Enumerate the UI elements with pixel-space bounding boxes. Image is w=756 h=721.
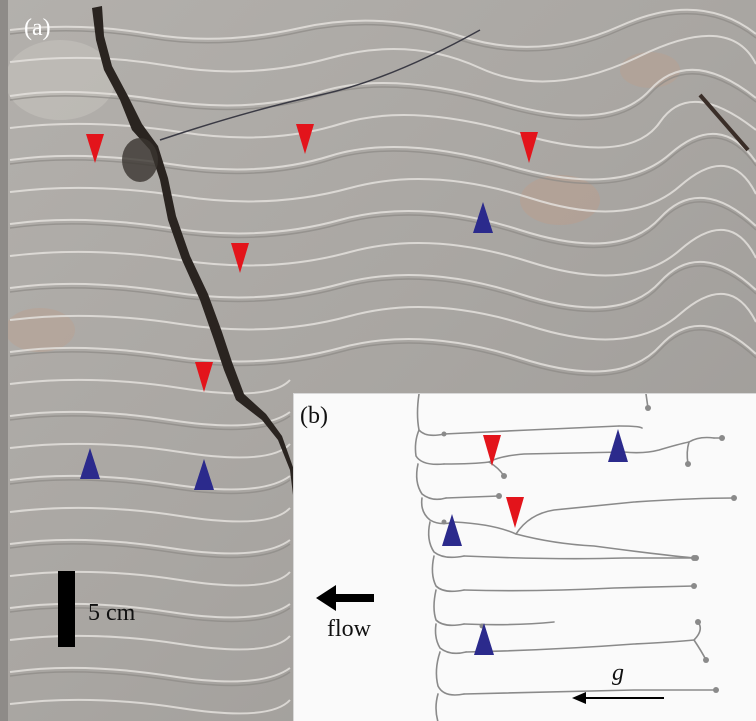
red-down-triangle bbox=[86, 124, 538, 392]
rivulet-sketch bbox=[316, 394, 737, 721]
panel-b-inset: (b) flow g bbox=[293, 393, 756, 721]
flow-arrow bbox=[316, 585, 374, 611]
gravity-arrow bbox=[572, 692, 664, 704]
blue-up-triangle bbox=[80, 202, 493, 490]
flow-label: flow bbox=[327, 616, 371, 642]
panel-b-label: (b) bbox=[300, 403, 328, 429]
scale-bar-label: 5 cm bbox=[88, 600, 136, 626]
red-down-triangle bbox=[483, 435, 524, 528]
gravity-label: g bbox=[612, 660, 624, 686]
blue-up-triangle bbox=[442, 429, 628, 655]
panel-a-label: (a) bbox=[24, 15, 51, 41]
scale-bar bbox=[58, 571, 75, 647]
